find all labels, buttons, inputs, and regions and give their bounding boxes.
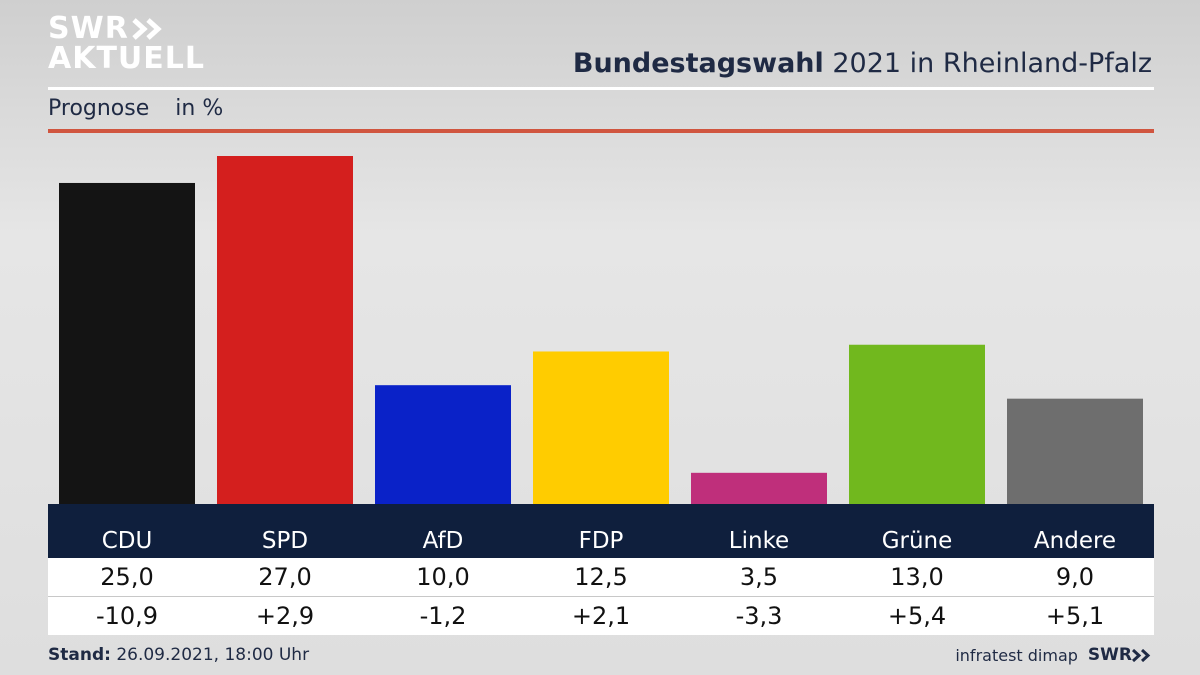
header-divider [48, 87, 1154, 90]
chevrons-icon [132, 18, 162, 40]
value-label-spd: 27,0 [258, 563, 312, 591]
subtitle-unit: in % [175, 96, 224, 121]
logo-swr: SWR [48, 14, 205, 44]
swr-aktuell-logo: SWR AKTUELL [48, 14, 205, 74]
swr-brand: SWR [1088, 645, 1152, 665]
value-label-andere: 9,0 [1055, 563, 1095, 591]
bar-fdp [533, 351, 669, 520]
value-label-fdp: 12,5 [574, 563, 628, 591]
subtitle-label: Prognose [48, 96, 150, 121]
brand-text: SWR [1087, 645, 1132, 665]
change-label-grüne: +5,4 [887, 602, 947, 630]
value-label-linke: 3,5 [739, 563, 779, 591]
accent-rule [48, 129, 1154, 133]
bar-spd [217, 156, 353, 520]
table-header-band [48, 504, 1154, 558]
party-names-row: CDU SPD AfD FDP Linke Grüne Andere [48, 524, 1154, 558]
title-rest: 2021 in Rheinland-Pfalz [823, 48, 1152, 79]
party-label-grüne: Grüne [881, 528, 953, 554]
brand-chevrons-icon [1132, 648, 1151, 662]
party-label-afd: AfD [422, 528, 464, 554]
change-label-fdp: +2,1 [571, 602, 631, 630]
party-label-andere: Andere [1033, 528, 1117, 554]
bar-andere [1007, 398, 1143, 520]
party-label-fdp: FDP [578, 528, 624, 554]
change-label-spd: +2,9 [255, 602, 315, 630]
source-footer: infratest dimap SWR [955, 645, 1152, 665]
change-label-afd: -1,2 [419, 602, 467, 630]
bar-cdu [59, 182, 195, 521]
value-label-afd: 10,0 [416, 563, 470, 591]
changes-row: -10,9 +2,9 -1,2 +2,1 -3,3 +5,4 +5,1 [48, 597, 1154, 635]
party-label-linke: Linke [728, 528, 790, 554]
source-text: infratest dimap [955, 645, 1078, 665]
logo-aktuell: AKTUELL [48, 41, 206, 76]
bar-afd [375, 385, 511, 520]
stand-value: 26.09.2021, 18:00 Uhr [110, 645, 310, 665]
chart-subtitle: Prognose in % [48, 96, 223, 121]
party-label-spd: SPD [261, 528, 309, 554]
change-label-andere: +5,1 [1045, 602, 1105, 630]
row-separator [48, 596, 1154, 597]
change-label-cdu: -10,9 [95, 602, 159, 630]
value-label-grüne: 13,0 [890, 563, 944, 591]
change-label-linke: -3,3 [735, 602, 783, 630]
values-row: 25,0 27,0 10,0 12,5 3,5 13,0 9,0 [48, 558, 1154, 596]
title-bold: Bundestagswahl [572, 48, 824, 79]
stand-label: Stand: [48, 645, 111, 665]
stand-footer: Stand: 26.09.2021, 18:00 Uhr [48, 645, 309, 665]
party-label-cdu: CDU [101, 528, 153, 554]
bar-grüne [849, 344, 985, 520]
value-label-cdu: 25,0 [100, 563, 154, 591]
chart-title: Bundestagswahl 2021 in Rheinland-Pfalz [573, 48, 1152, 79]
